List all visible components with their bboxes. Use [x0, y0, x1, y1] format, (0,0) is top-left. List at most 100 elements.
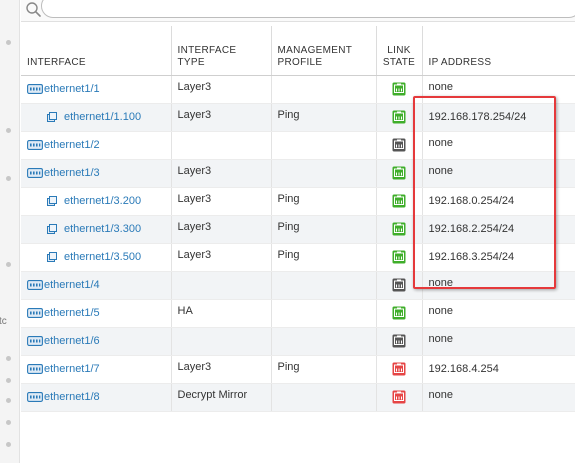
interface-cell: ethernet1/6	[21, 327, 172, 356]
link-unknown-icon[interactable]	[392, 278, 406, 292]
management-profile-cell: Ping	[271, 243, 377, 272]
ip-address-cell: 192.168.178.254/24	[422, 103, 575, 132]
link-up-icon[interactable]	[392, 250, 406, 264]
interface-type-cell: Layer3	[171, 75, 272, 104]
link-state-cell	[376, 187, 423, 216]
left-gutter: tc	[0, 0, 20, 463]
interface-cell: ethernet1/8	[21, 383, 172, 412]
link-state-cell	[376, 355, 423, 384]
table-row[interactable]: ethernet1/5 HA none	[21, 299, 575, 328]
table-row[interactable]: ethernet1/1.100 Layer3 Ping 192.168.178.254…	[21, 103, 575, 132]
interface-link[interactable]: ethernet1/5	[44, 307, 100, 319]
interface-type-cell: HA	[171, 299, 272, 328]
interfaces-table: INTERFACE INTERFACE TYPE MANAGEMENT PROF…	[21, 26, 575, 412]
management-profile-cell	[271, 327, 377, 356]
column-header-management-profile[interactable]: MANAGEMENT PROFILE	[271, 26, 377, 76]
interface-cell: ethernet1/1	[21, 75, 172, 104]
column-header-link-state[interactable]: LINK STATE	[376, 26, 423, 76]
ip-address-cell: 192.168.4.254	[422, 355, 575, 384]
interface-cell: ethernet1/3	[21, 159, 172, 188]
link-state-cell	[376, 271, 423, 300]
interface-cell: ethernet1/5	[21, 299, 172, 328]
subinterface-icon	[47, 112, 57, 122]
link-up-icon[interactable]	[392, 110, 406, 124]
interface-link[interactable]: ethernet1/7	[44, 363, 100, 375]
interface-link[interactable]: ethernet1/3.200	[64, 195, 142, 207]
interface-type-cell: Layer3	[171, 215, 272, 244]
interface-type-cell: Layer3	[171, 103, 272, 132]
interface-link[interactable]: ethernet1/1.100	[64, 111, 142, 123]
link-state-cell	[376, 383, 423, 412]
link-unknown-icon[interactable]	[392, 334, 406, 348]
column-header-interface-type[interactable]: INTERFACE TYPE	[171, 26, 272, 76]
link-up-icon[interactable]	[392, 166, 406, 180]
interface-cell: ethernet1/3.300	[21, 215, 172, 244]
ip-address-cell: none	[422, 271, 575, 300]
link-up-icon[interactable]	[392, 306, 406, 320]
link-down-icon[interactable]	[392, 390, 406, 404]
table-row[interactable]: ethernet1/3 Layer3 none	[21, 159, 575, 188]
interface-link[interactable]: ethernet1/3	[44, 167, 100, 179]
ethernet-port-icon	[27, 392, 43, 402]
management-profile-cell	[271, 131, 377, 160]
search-input[interactable]	[41, 0, 575, 18]
table-row[interactable]: ethernet1/3.200 Layer3 Ping 192.168.0.254/2…	[21, 187, 575, 216]
gutter-dot	[6, 378, 11, 383]
subinterface-icon	[47, 252, 57, 262]
link-state-cell	[376, 159, 423, 188]
table-body: ethernet1/1 Layer3 none ethernet1/1.100 Laye…	[21, 75, 575, 412]
ethernet-port-icon	[27, 336, 43, 346]
interface-type-cell	[171, 271, 272, 300]
ip-address-cell: 192.168.2.254/24	[422, 215, 575, 244]
link-state-cell	[376, 131, 423, 160]
link-down-icon[interactable]	[392, 362, 406, 376]
table-row[interactable]: ethernet1/2 none	[21, 131, 575, 160]
table-row[interactable]: ethernet1/4 none	[21, 271, 575, 300]
interface-type-cell	[171, 327, 272, 356]
management-profile-cell	[271, 75, 377, 104]
interface-link[interactable]: ethernet1/2	[44, 139, 100, 151]
gutter-dot	[6, 420, 11, 425]
management-profile-cell: Ping	[271, 187, 377, 216]
link-state-cell	[376, 243, 423, 272]
link-state-cell	[376, 103, 423, 132]
column-header-ip-address[interactable]: IP ADDRESS	[422, 26, 575, 76]
ip-address-cell: none	[422, 327, 575, 356]
link-up-icon[interactable]	[392, 82, 406, 96]
interface-cell: ethernet1/7	[21, 355, 172, 384]
ethernet-port-icon	[27, 364, 43, 374]
table-row[interactable]: ethernet1/3.500 Layer3 Ping 192.168.3.254/2…	[21, 243, 575, 272]
interface-link[interactable]: ethernet1/1	[44, 83, 100, 95]
ip-address-cell: 192.168.3.254/24	[422, 243, 575, 272]
management-profile-cell: Ping	[271, 103, 377, 132]
interface-link[interactable]: ethernet1/8	[44, 391, 100, 403]
gutter-dot	[6, 442, 11, 447]
interface-type-cell: Layer3	[171, 243, 272, 272]
gutter-dot	[6, 128, 11, 133]
table-row[interactable]: ethernet1/8 Decrypt Mirror none	[21, 383, 575, 412]
link-state-cell	[376, 215, 423, 244]
interface-link[interactable]: ethernet1/3.500	[64, 251, 142, 263]
interface-link[interactable]: ethernet1/4	[44, 279, 100, 291]
table-row[interactable]: ethernet1/7 Layer3 Ping 192.168.4.254	[21, 355, 575, 384]
management-profile-cell	[271, 271, 377, 300]
table-row[interactable]: ethernet1/6 none	[21, 327, 575, 356]
search-icon[interactable]	[25, 1, 43, 19]
interface-link[interactable]: ethernet1/3.300	[64, 223, 142, 235]
link-up-icon[interactable]	[392, 222, 406, 236]
gutter-dot	[6, 262, 11, 267]
table-header-row: INTERFACE INTERFACE TYPE MANAGEMENT PROF…	[21, 26, 575, 76]
link-up-icon[interactable]	[392, 194, 406, 208]
column-header-interface[interactable]: INTERFACE	[21, 26, 172, 76]
gutter-dot	[6, 356, 11, 361]
ip-address-cell: none	[422, 299, 575, 328]
table-row[interactable]: ethernet1/3.300 Layer3 Ping 192.168.2.254/2…	[21, 215, 575, 244]
table-row[interactable]: ethernet1/1 Layer3 none	[21, 75, 575, 104]
ip-address-cell: none	[422, 159, 575, 188]
ethernet-port-icon	[27, 308, 43, 318]
interface-link[interactable]: ethernet1/6	[44, 335, 100, 347]
interface-cell: ethernet1/1.100	[21, 103, 172, 132]
management-profile-cell: Ping	[271, 215, 377, 244]
link-unknown-icon[interactable]	[392, 138, 406, 152]
ethernet-port-icon	[27, 168, 43, 178]
